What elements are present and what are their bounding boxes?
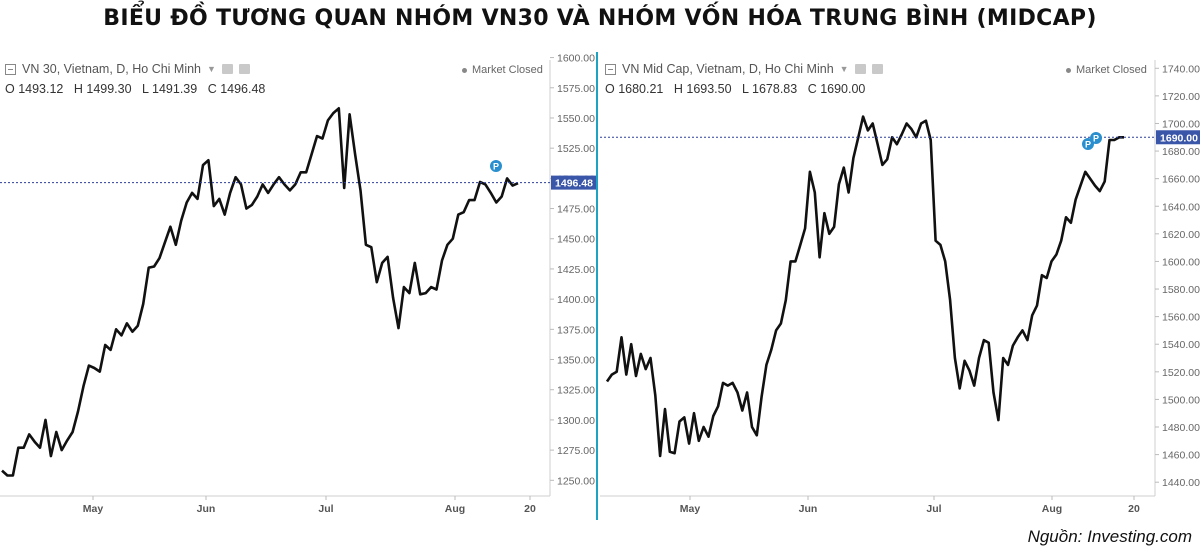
y-tick-label: 1620.00 bbox=[1162, 229, 1200, 241]
x-tick-label: 20 bbox=[524, 503, 536, 515]
status-dot-icon bbox=[1066, 67, 1071, 73]
p-marker-label: P bbox=[1085, 140, 1091, 150]
x-tick-label: Jun bbox=[197, 503, 216, 515]
p-marker-label: P bbox=[493, 162, 499, 172]
x-tick-label: Aug bbox=[445, 503, 465, 515]
chart-title: BIỂU ĐỒ TƯƠNG QUAN NHÓM VN30 VÀ NHÓM VỐN… bbox=[103, 6, 1097, 31]
x-tick-label: Jun bbox=[799, 503, 818, 515]
last-price-tag bbox=[551, 175, 596, 190]
last-price-label: 1690.00 bbox=[1160, 132, 1198, 144]
midcap-legend-label: VN Mid Cap, Vietnam, D, Ho Chi Minh bbox=[622, 62, 834, 76]
midcap-market-status-label: Market Closed bbox=[1076, 64, 1147, 76]
y-tick-label: 1425.00 bbox=[557, 264, 595, 276]
chevron-down-icon[interactable]: ▼ bbox=[207, 64, 216, 74]
collapse-icon[interactable] bbox=[605, 63, 616, 75]
y-tick-label: 1540.00 bbox=[1162, 339, 1200, 351]
source-note: Nguồn: Investing.com bbox=[1027, 527, 1192, 546]
y-tick-label: 1375.00 bbox=[557, 324, 595, 336]
x-tick-label: Jul bbox=[318, 503, 333, 515]
y-tick-label: 1275.00 bbox=[557, 445, 595, 457]
panel-divider bbox=[596, 52, 598, 520]
y-tick-label: 1520.00 bbox=[1162, 367, 1200, 379]
vn30-chart-svg: 1250.00 1275.00 1300.00 1325.00 1350.00 1375.… bbox=[0, 53, 596, 515]
y-tick-label: 1300.00 bbox=[557, 415, 595, 427]
midcap-open: O 1680.21 bbox=[605, 82, 664, 96]
x-tick-label: Jul bbox=[926, 503, 941, 515]
y-tick-label: 1480.00 bbox=[1162, 422, 1200, 434]
y-tick-label: 1525.00 bbox=[557, 143, 595, 155]
vn30-market-status-label: Market Closed bbox=[472, 64, 543, 76]
settings-icon[interactable] bbox=[854, 64, 866, 74]
y-tick-label: 1580.00 bbox=[1162, 284, 1200, 296]
p-marker-icon bbox=[1090, 132, 1102, 144]
vn30-market-status: Market Closed bbox=[462, 64, 543, 76]
y-tick-label: 1660.00 bbox=[1162, 174, 1200, 186]
y-tick-label: 1250.00 bbox=[557, 475, 595, 487]
y-tick-label: 1680.00 bbox=[1162, 146, 1200, 158]
vn30-legend[interactable]: VN 30, Vietnam, D, Ho Chi Minh ▼ bbox=[5, 62, 250, 76]
x-tick-label: May bbox=[680, 503, 701, 515]
vn30-open: O 1493.12 bbox=[5, 82, 64, 96]
y-tick-label: 1350.00 bbox=[557, 355, 595, 367]
vn30-legend-label: VN 30, Vietnam, D, Ho Chi Minh bbox=[22, 62, 202, 76]
close-icon[interactable] bbox=[238, 64, 250, 74]
midcap-ohlc: O 1680.21 H 1693.50 L 1678.83 C 1690.00 bbox=[605, 82, 872, 96]
y-tick-label: 1720.00 bbox=[1162, 91, 1200, 103]
p-marker-icon bbox=[490, 160, 502, 172]
chevron-down-icon[interactable]: ▼ bbox=[839, 64, 849, 74]
y-tick-label: 1400.00 bbox=[557, 294, 595, 306]
y-tick-label: 1600.00 bbox=[1162, 256, 1200, 268]
last-price-label: 1496.48 bbox=[555, 178, 593, 190]
y-tick-label: 1550.00 bbox=[557, 113, 595, 125]
close-icon[interactable] bbox=[871, 64, 883, 74]
last-price-tag bbox=[1156, 130, 1200, 145]
y-tick-label: 1475.00 bbox=[557, 204, 595, 216]
y-tick-label: 1460.00 bbox=[1162, 450, 1200, 462]
midcap-chart-panel: 1440.00 1460.00 1480.00 1500.00 1520.00 1540.… bbox=[600, 52, 1200, 522]
midcap-close: C 1690.00 bbox=[807, 82, 866, 96]
vn30-ohlc: O 1493.12 H 1499.30 L 1491.39 C 1496.48 bbox=[5, 82, 272, 96]
settings-icon[interactable] bbox=[221, 64, 233, 74]
y-tick-label: 1600.00 bbox=[557, 53, 595, 65]
midcap-market-status: Market Closed bbox=[1066, 64, 1147, 76]
collapse-icon[interactable] bbox=[5, 63, 16, 75]
price-line bbox=[605, 115, 1124, 458]
x-tick-label: Aug bbox=[1042, 503, 1062, 515]
price-line bbox=[1, 106, 519, 477]
vn30-chart-panel: 1250.00 1275.00 1300.00 1325.00 1350.00 1375.… bbox=[0, 52, 596, 522]
vn30-low: L 1491.39 bbox=[142, 82, 198, 96]
vn30-close: C 1496.48 bbox=[207, 82, 266, 96]
midcap-low: L 1678.83 bbox=[742, 82, 798, 96]
y-tick-label: 1640.00 bbox=[1162, 201, 1200, 213]
y-tick-label: 1500.00 bbox=[1162, 394, 1200, 406]
y-tick-label: 1700.00 bbox=[1162, 118, 1200, 130]
y-tick-label: 1440.00 bbox=[1162, 477, 1200, 489]
y-tick-label: 1560.00 bbox=[1162, 312, 1200, 324]
vn30-high: H 1499.30 bbox=[73, 82, 132, 96]
x-tick-label: May bbox=[83, 503, 104, 515]
y-tick-label: 1450.00 bbox=[557, 234, 595, 246]
p-marker-label: P bbox=[1093, 134, 1099, 144]
status-dot-icon bbox=[462, 67, 467, 73]
y-tick-label: 1575.00 bbox=[557, 83, 595, 95]
x-tick-label: 20 bbox=[1128, 503, 1140, 515]
midcap-legend[interactable]: VN Mid Cap, Vietnam, D, Ho Chi Minh ▼ bbox=[605, 62, 883, 76]
y-tick-label: 1740.00 bbox=[1162, 63, 1200, 75]
midcap-high: H 1693.50 bbox=[673, 82, 732, 96]
y-tick-label: 1325.00 bbox=[557, 385, 595, 397]
midcap-chart-svg: 1440.00 1460.00 1480.00 1500.00 1520.00 1540.… bbox=[600, 60, 1200, 515]
